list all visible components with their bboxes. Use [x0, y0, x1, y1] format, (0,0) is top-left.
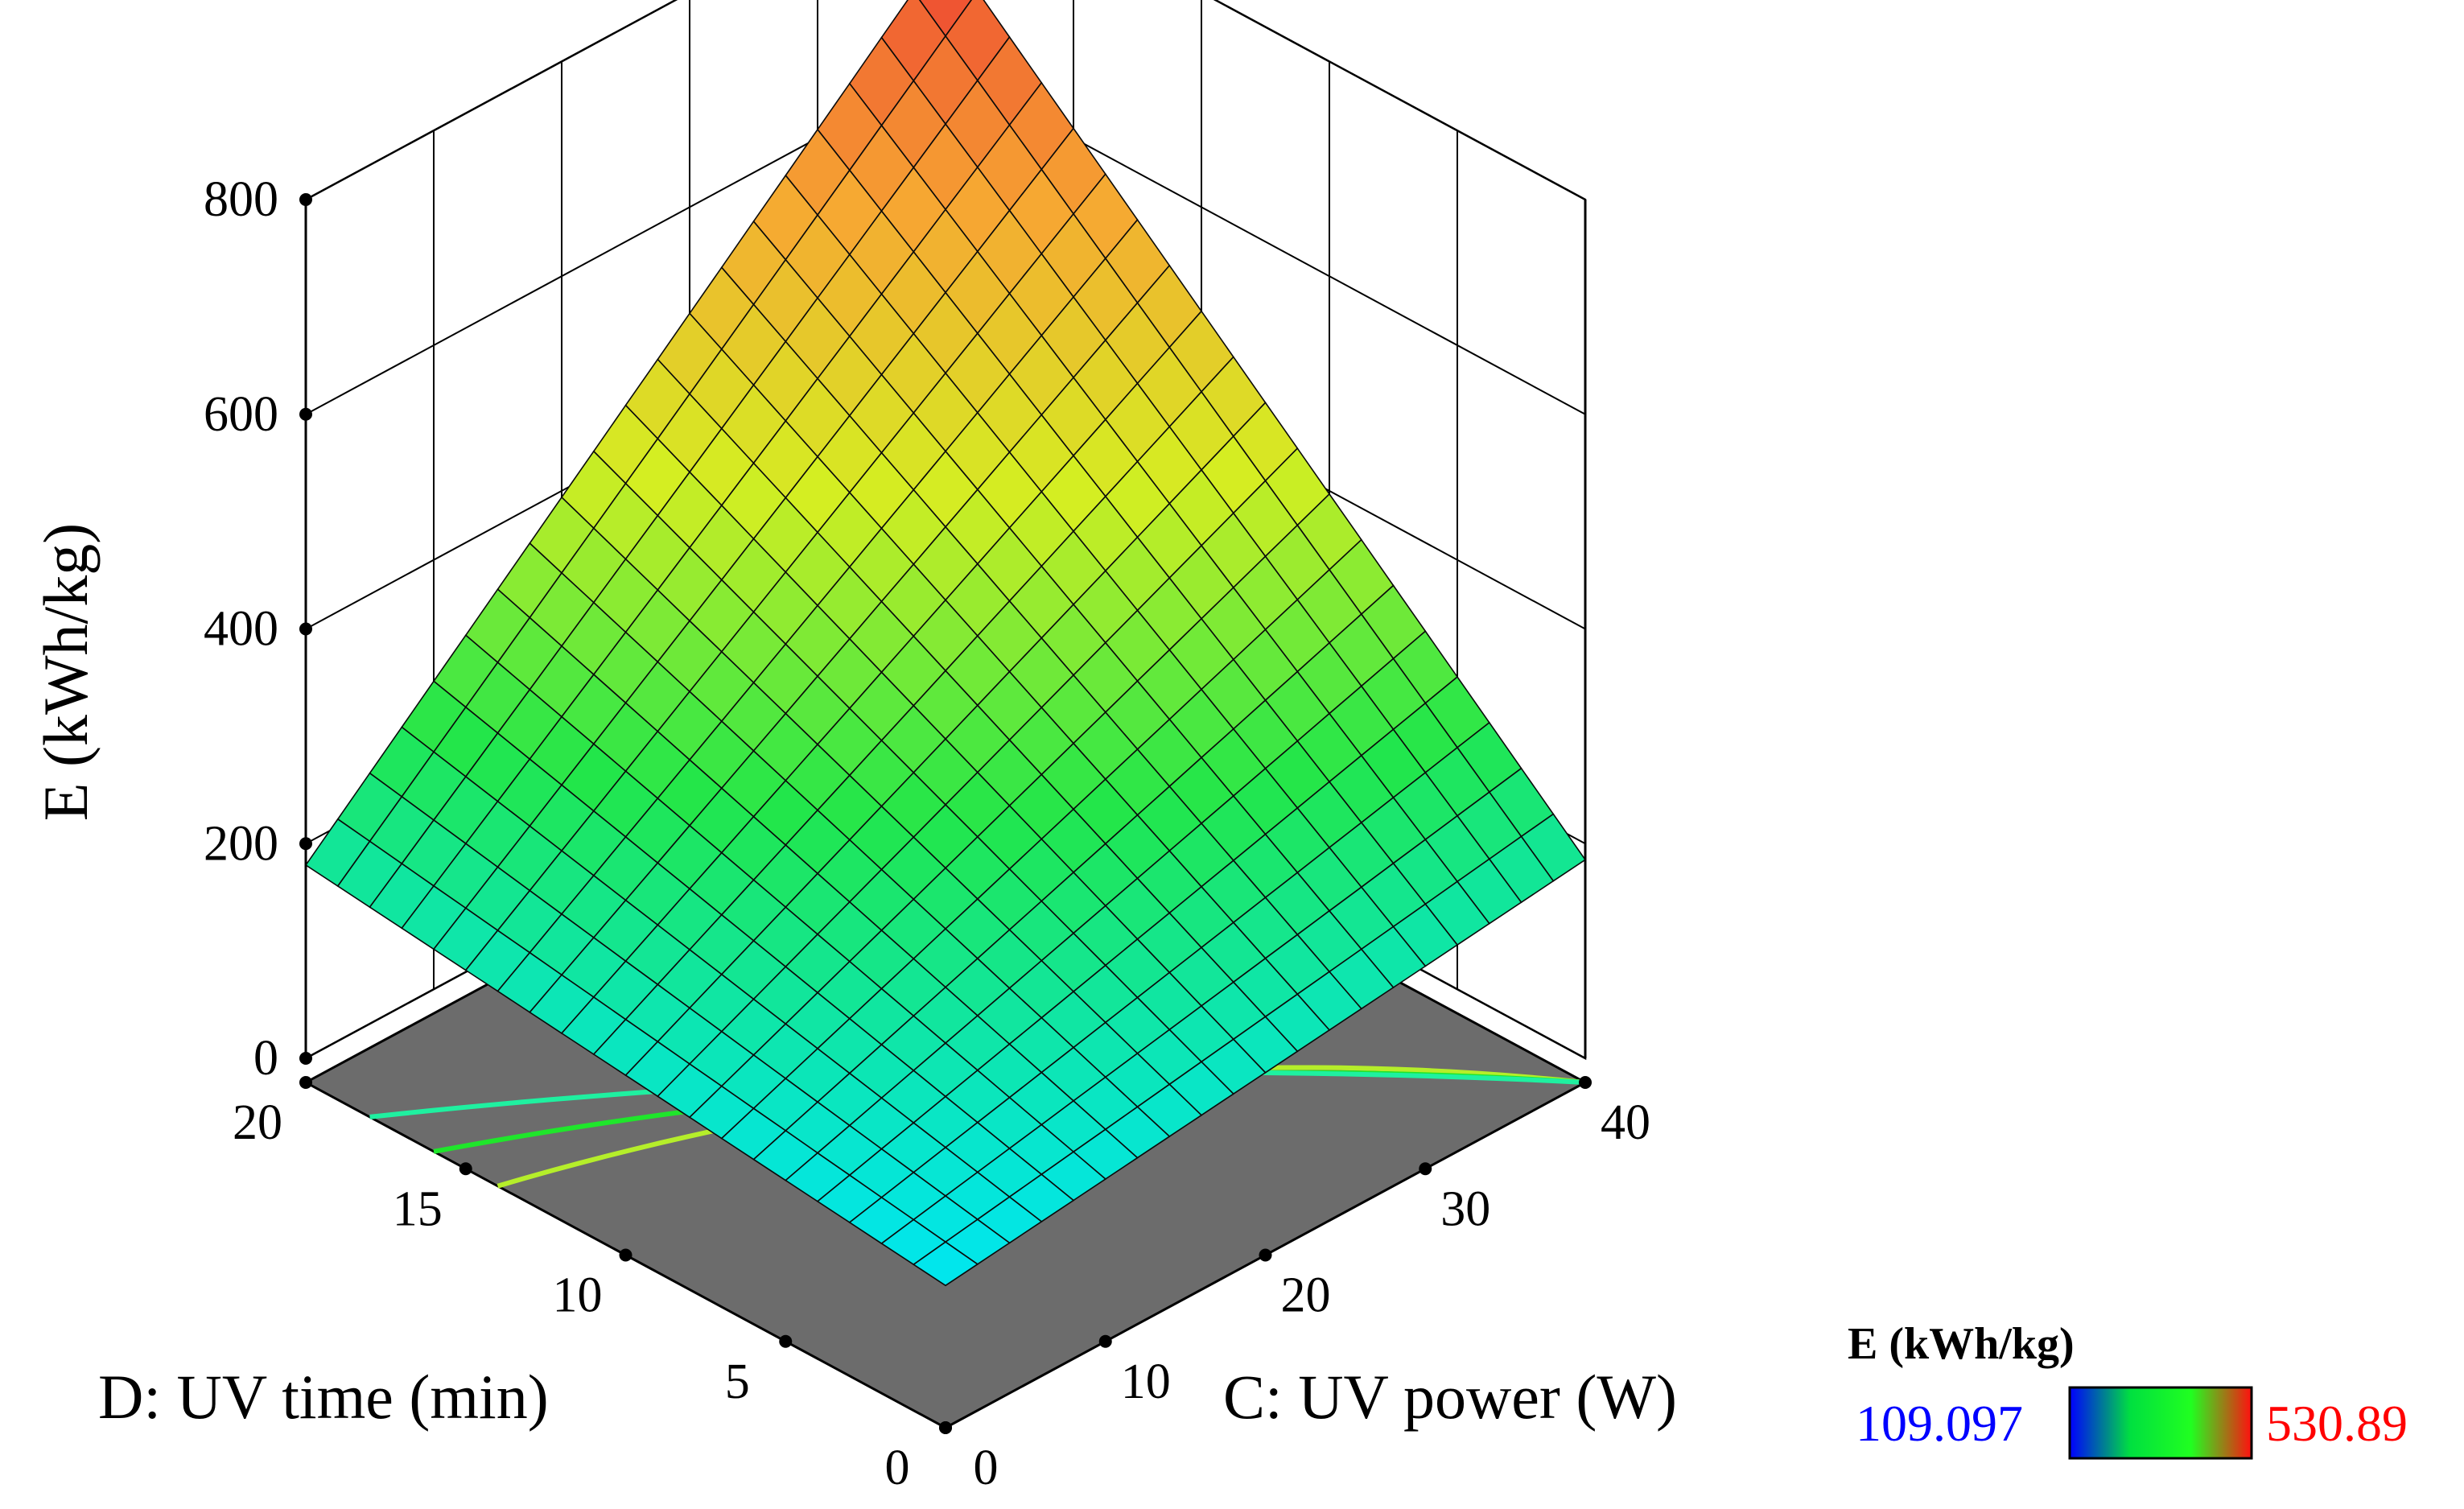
response-surface: [304, 0, 1587, 1287]
z-tick-mark: [299, 193, 312, 206]
y-tick-mark: [939, 1421, 952, 1434]
x-axis-label: C: UV power (W): [1223, 1362, 1677, 1432]
y-tick-label: 0: [885, 1441, 910, 1495]
y-tick-label: 15: [393, 1181, 443, 1236]
x-tick-mark: [1579, 1076, 1592, 1089]
x-tick-label: 10: [1121, 1354, 1171, 1409]
y-tick-mark: [299, 1076, 312, 1089]
z-tick-mark: [299, 837, 312, 851]
x-tick-label: 0: [974, 1441, 999, 1495]
z-tick-label: 200: [204, 816, 278, 871]
x-tick-label: 20: [1281, 1268, 1331, 1323]
legend-max-label: 530.89: [2266, 1395, 2408, 1452]
z-tick-mark: [299, 407, 312, 421]
x-tick-mark: [1259, 1248, 1272, 1262]
legend-min-label: 109.097: [1856, 1395, 2023, 1452]
surface-cell: [912, 1241, 979, 1287]
z-tick-mark: [299, 1052, 312, 1065]
z-tick-label: 600: [204, 387, 278, 442]
y-tick-mark: [779, 1334, 793, 1348]
y-tick-mark: [619, 1248, 632, 1262]
x-tick-label: 30: [1440, 1181, 1490, 1236]
z-tick-label: 400: [204, 602, 278, 657]
y-tick-label: 10: [553, 1268, 603, 1323]
y-tick-label: 20: [233, 1095, 282, 1150]
legend-gradient-bar: [2068, 1386, 2253, 1460]
x-tick-mark: [1098, 1334, 1112, 1348]
x-tick-label: 40: [1601, 1095, 1650, 1150]
color-legend: E (kWh/kg) 109.097 530.89: [1848, 1319, 2408, 1460]
y-axis-label: D: UV time (min): [98, 1362, 549, 1432]
z-tick-mark: [299, 622, 312, 636]
x-tick-mark: [1419, 1162, 1432, 1176]
legend-title: E (kWh/kg): [1848, 1319, 2075, 1369]
z-tick-label: 0: [253, 1031, 278, 1086]
wall-gridline: [305, 0, 1586, 200]
y-tick-mark: [459, 1162, 472, 1176]
z-tick-label: 800: [204, 172, 278, 227]
y-tick-label: 5: [725, 1354, 750, 1409]
z-axis-label: E (kWh/kg): [31, 523, 101, 821]
